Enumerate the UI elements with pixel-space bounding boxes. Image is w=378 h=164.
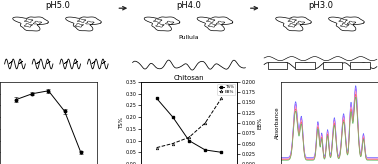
Text: pH5.0: pH5.0 bbox=[45, 1, 70, 10]
EB% bbox=[187, 136, 191, 138]
Line: EB%: EB% bbox=[155, 97, 223, 149]
TS% bbox=[203, 149, 208, 151]
FancyBboxPatch shape bbox=[268, 62, 287, 69]
Line: TS%: TS% bbox=[155, 97, 223, 154]
Title: Chitosan: Chitosan bbox=[174, 75, 204, 81]
TS% bbox=[187, 140, 191, 142]
Y-axis label: TS%: TS% bbox=[119, 117, 124, 129]
Text: pH3.0: pH3.0 bbox=[308, 1, 333, 10]
TS% bbox=[155, 97, 159, 99]
EB% bbox=[155, 147, 159, 149]
Y-axis label: EB%: EB% bbox=[257, 117, 262, 129]
Text: Pullula: Pullula bbox=[179, 35, 199, 40]
TS% bbox=[219, 151, 223, 153]
Y-axis label: Absorbance: Absorbance bbox=[275, 107, 280, 139]
FancyBboxPatch shape bbox=[295, 62, 315, 69]
TS% bbox=[170, 116, 175, 118]
EB% bbox=[203, 122, 208, 124]
Text: pH4.0: pH4.0 bbox=[177, 1, 201, 10]
FancyBboxPatch shape bbox=[323, 62, 342, 69]
EB% bbox=[219, 97, 223, 99]
EB% bbox=[170, 143, 175, 144]
Legend: TS%, EB%: TS%, EB% bbox=[217, 84, 235, 95]
FancyBboxPatch shape bbox=[350, 62, 370, 69]
